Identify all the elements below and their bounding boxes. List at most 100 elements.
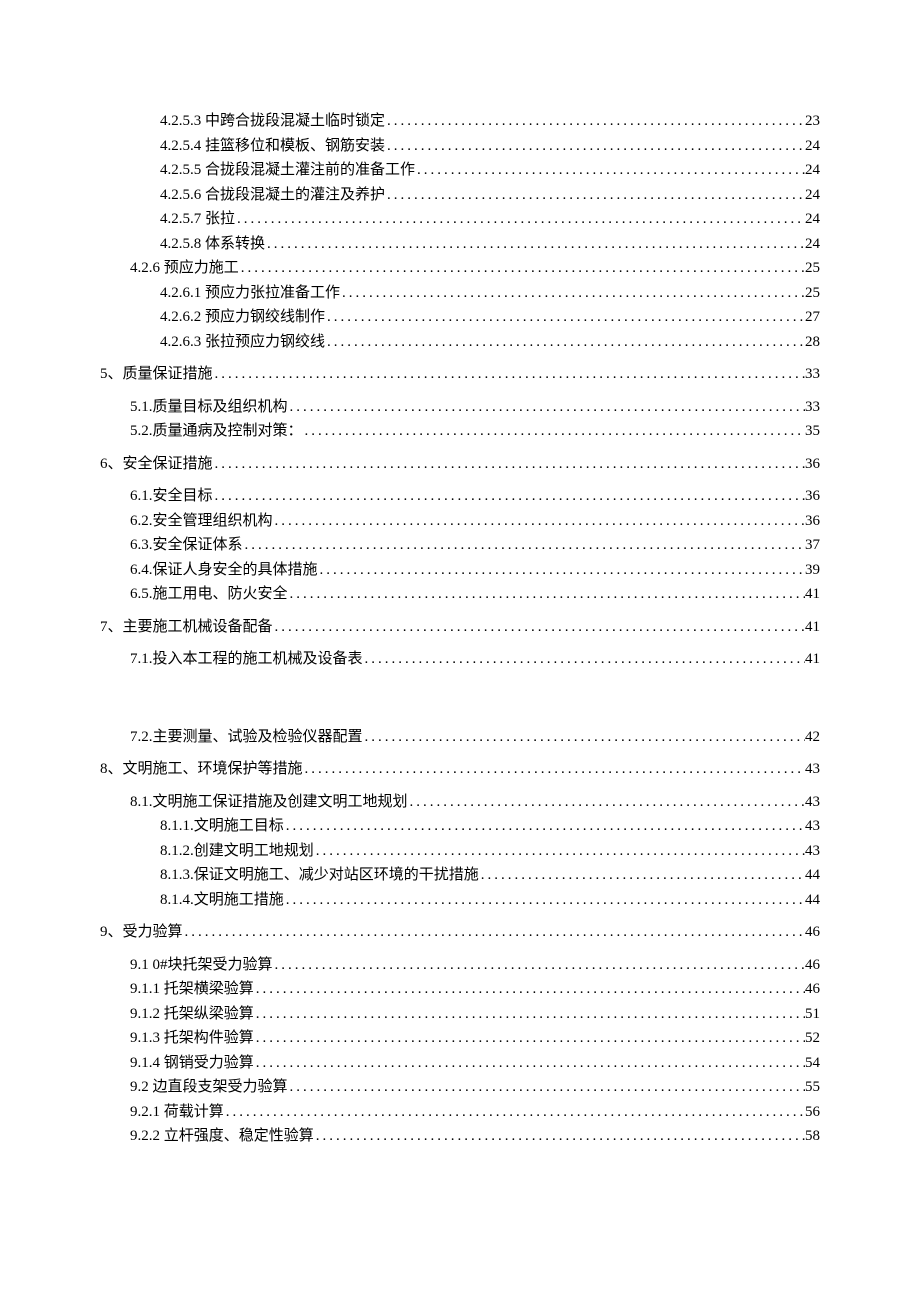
toc-page-number: 43 bbox=[805, 840, 820, 863]
toc-label: 4.2.5.3 中跨合拢段混凝土临时锁定 bbox=[160, 110, 385, 133]
toc-label: 4.2.5.6 合拢段混凝土的灌注及养护 bbox=[160, 184, 385, 207]
toc-label: 9.1.4 钢销受力验算 bbox=[130, 1052, 254, 1075]
toc-page-number: 39 bbox=[805, 559, 820, 582]
toc-label: 5、质量保证措施 bbox=[100, 363, 213, 386]
toc-dot-leader bbox=[408, 791, 805, 814]
toc-page-number: 24 bbox=[805, 135, 820, 158]
toc-page-number: 25 bbox=[805, 282, 820, 305]
toc-dot-leader bbox=[273, 954, 805, 977]
toc-entry: 6.2.安全管理组织机构 36 bbox=[100, 510, 820, 533]
toc-label: 6.2.安全管理组织机构 bbox=[130, 510, 273, 533]
toc-entry: 9.1.1 托架横梁验算 46 bbox=[100, 978, 820, 1001]
toc-dot-leader bbox=[303, 758, 805, 781]
toc-page-number: 41 bbox=[805, 616, 820, 639]
toc-entry: 4.2.6.2 预应力钢绞线制作27 bbox=[100, 306, 820, 329]
toc-page-number: 52 bbox=[805, 1027, 820, 1050]
toc-page-number: 35 bbox=[805, 420, 820, 443]
toc-label: 4.2.6 预应力施工 bbox=[130, 257, 239, 280]
toc-dot-leader bbox=[239, 257, 805, 280]
toc-page-number: 25 bbox=[805, 257, 820, 280]
toc-label: 8.1.4.文明施工措施 bbox=[160, 889, 284, 912]
toc-entry: 9.2.2 立杆强度、稳定性验算 58 bbox=[100, 1125, 820, 1148]
toc-page-number: 43 bbox=[805, 815, 820, 838]
toc-page-number: 41 bbox=[805, 648, 820, 671]
toc-dot-leader bbox=[273, 510, 805, 533]
toc-page-number: 33 bbox=[805, 396, 820, 419]
toc-dot-leader bbox=[243, 534, 805, 557]
toc-dot-leader bbox=[288, 583, 805, 606]
toc-label: 4.2.6.3 张拉预应力钢绞线 bbox=[160, 331, 325, 354]
toc-entry: 5.1.质量目标及组织机构 33 bbox=[100, 396, 820, 419]
toc-dot-leader bbox=[385, 110, 805, 133]
toc-dot-leader bbox=[314, 1125, 805, 1148]
toc-label: 9.2.2 立杆强度、稳定性验算 bbox=[130, 1125, 314, 1148]
toc-page-number: 24 bbox=[805, 208, 820, 231]
toc-page-number: 46 bbox=[805, 954, 820, 977]
toc-entry: 6.4.保证人身安全的具体措施 39 bbox=[100, 559, 820, 582]
toc-dot-leader bbox=[273, 616, 805, 639]
toc-dot-leader bbox=[235, 208, 805, 231]
toc-page-number: 33 bbox=[805, 363, 820, 386]
toc-entry: 8.1.文明施工保证措施及创建文明工地规划 43 bbox=[100, 791, 820, 814]
toc-page-number: 44 bbox=[805, 889, 820, 912]
toc-label: 6.1.安全目标 bbox=[130, 485, 213, 508]
toc-dot-leader bbox=[213, 363, 805, 386]
toc-entry: 6.1.安全目标 36 bbox=[100, 485, 820, 508]
toc-entry: 8.1.2.创建文明工地规划 43 bbox=[100, 840, 820, 863]
toc-label: 4.2.5.8 体系转换 bbox=[160, 233, 265, 256]
toc-entry: 4.2.5.7 张拉24 bbox=[100, 208, 820, 231]
toc-entry: 6.3.安全保证体系 37 bbox=[100, 534, 820, 557]
toc-page-number: 54 bbox=[805, 1052, 820, 1075]
toc-label: 8.1.2.创建文明工地规划 bbox=[160, 840, 314, 863]
toc-entry: 7.2.主要测量、试验及检验仪器配置 42 bbox=[100, 726, 820, 749]
toc-label: 7、主要施工机械设备配备 bbox=[100, 616, 273, 639]
table-of-contents: 4.2.5.3 中跨合拢段混凝土临时锁定234.2.5.4 挂篮移位和模板、钢筋… bbox=[100, 110, 820, 1148]
toc-page-number: 46 bbox=[805, 978, 820, 1001]
toc-entry: 7、主要施工机械设备配备 41 bbox=[100, 616, 820, 639]
toc-dot-leader bbox=[254, 978, 805, 1001]
toc-entry: 5、质量保证措施 33 bbox=[100, 363, 820, 386]
toc-dot-leader bbox=[385, 135, 805, 158]
toc-dot-leader bbox=[254, 1003, 805, 1026]
toc-label: 9.1 0#块托架受力验算 bbox=[130, 954, 273, 977]
toc-entry: 9.2.1 荷载计算56 bbox=[100, 1101, 820, 1124]
toc-label: 4.2.5.5 合拢段混凝土灌注前的准备工作 bbox=[160, 159, 415, 182]
toc-label: 8.1.1.文明施工目标 bbox=[160, 815, 284, 838]
toc-label: 8、文明施工、环境保护等措施 bbox=[100, 758, 303, 781]
toc-entry: 6.5.施工用电、防火安全 41 bbox=[100, 583, 820, 606]
toc-page-number: 56 bbox=[805, 1101, 820, 1124]
toc-entry: 4.2.5.5 合拢段混凝土灌注前的准备工作24 bbox=[100, 159, 820, 182]
toc-label: 9.1.1 托架横梁验算 bbox=[130, 978, 254, 1001]
toc-dot-leader bbox=[303, 420, 805, 443]
toc-entry: 8、文明施工、环境保护等措施 43 bbox=[100, 758, 820, 781]
toc-dot-leader bbox=[284, 889, 805, 912]
toc-label: 7.1.投入本工程的施工机械及设备表 bbox=[130, 648, 363, 671]
toc-dot-leader bbox=[213, 453, 805, 476]
toc-label: 9.1.3 托架构件验算 bbox=[130, 1027, 254, 1050]
toc-page-number: 46 bbox=[805, 921, 820, 944]
toc-dot-leader bbox=[363, 726, 805, 749]
toc-entry: 4.2.5.6 合拢段混凝土的灌注及养护24 bbox=[100, 184, 820, 207]
toc-dot-leader bbox=[385, 184, 805, 207]
toc-label: 6.3.安全保证体系 bbox=[130, 534, 243, 557]
toc-dot-leader bbox=[479, 864, 805, 887]
toc-entry: 9.1.3 托架构件验算 52 bbox=[100, 1027, 820, 1050]
toc-label: 5.2.质量通病及控制对策： bbox=[130, 420, 303, 443]
toc-entry: 4.2.6.1 预应力张拉准备工作25 bbox=[100, 282, 820, 305]
toc-label: 7.2.主要测量、试验及检验仪器配置 bbox=[130, 726, 363, 749]
toc-dot-leader bbox=[415, 159, 805, 182]
toc-dot-leader bbox=[254, 1027, 805, 1050]
toc-page-number: 36 bbox=[805, 453, 820, 476]
toc-page-number: 55 bbox=[805, 1076, 820, 1099]
toc-entry: 8.1.1.文明施工目标 43 bbox=[100, 815, 820, 838]
toc-label: 5.1.质量目标及组织机构 bbox=[130, 396, 288, 419]
toc-page-number: 58 bbox=[805, 1125, 820, 1148]
toc-entry: 4.2.5.8 体系转换24 bbox=[100, 233, 820, 256]
toc-entry: 9.1 0#块托架受力验算 46 bbox=[100, 954, 820, 977]
toc-dot-leader bbox=[325, 306, 805, 329]
toc-dot-leader bbox=[314, 840, 805, 863]
toc-dot-leader bbox=[213, 485, 805, 508]
toc-label: 6、安全保证措施 bbox=[100, 453, 213, 476]
toc-page-number: 43 bbox=[805, 758, 820, 781]
toc-entry: 9.1.4 钢销受力验算 54 bbox=[100, 1052, 820, 1075]
